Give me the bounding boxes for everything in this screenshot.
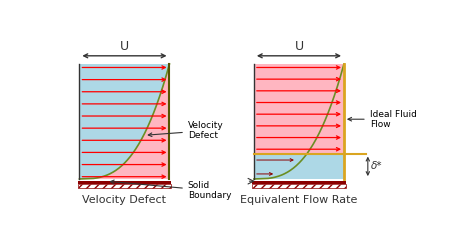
Text: Equivalent Flow Rate: Equivalent Flow Rate	[240, 195, 358, 205]
Bar	[252, 181, 346, 184]
Text: Velocity Defect: Velocity Defect	[82, 195, 166, 205]
Polygon shape	[80, 64, 169, 179]
Text: δ*: δ*	[371, 161, 383, 171]
Bar	[252, 184, 346, 188]
Bar	[78, 184, 171, 188]
Bar	[254, 64, 344, 154]
Text: U: U	[294, 40, 303, 53]
Text: U: U	[120, 40, 129, 53]
Text: Ideal Fluid
Flow: Ideal Fluid Flow	[348, 109, 417, 129]
Bar	[78, 181, 171, 184]
Bar	[254, 154, 344, 179]
Polygon shape	[80, 64, 169, 179]
Text: Solid
Boundary: Solid Boundary	[110, 180, 231, 200]
Text: Velocity
Defect: Velocity Defect	[148, 121, 224, 140]
